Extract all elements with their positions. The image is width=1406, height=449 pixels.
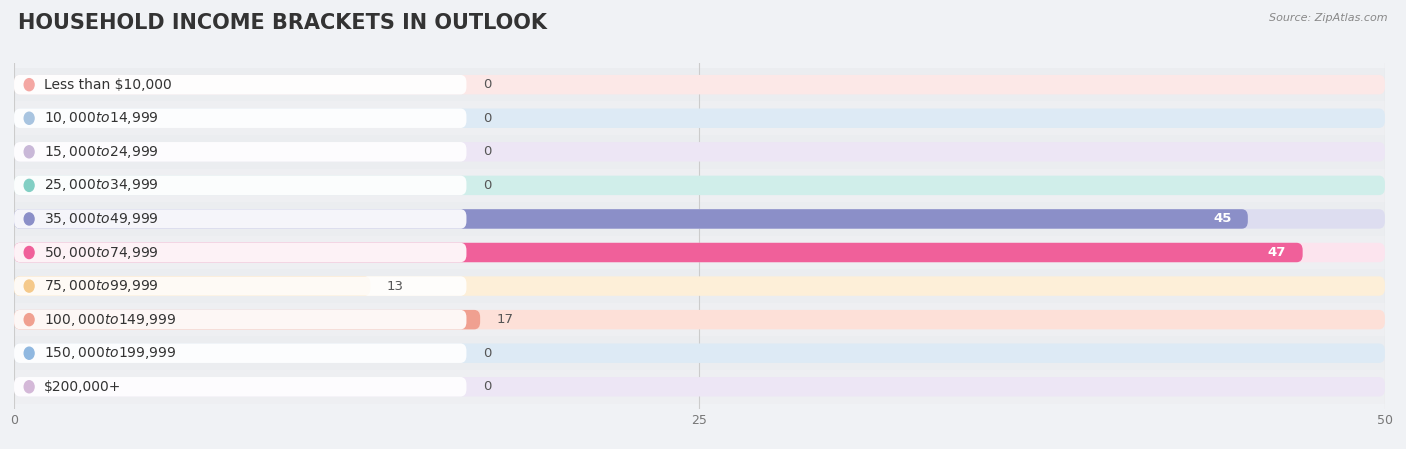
Text: 47: 47: [1268, 246, 1286, 259]
Circle shape: [24, 381, 34, 393]
Circle shape: [24, 280, 34, 292]
Circle shape: [24, 213, 34, 225]
Text: $200,000+: $200,000+: [44, 380, 121, 394]
FancyBboxPatch shape: [14, 310, 1385, 330]
Text: $150,000 to $199,999: $150,000 to $199,999: [44, 345, 177, 361]
FancyBboxPatch shape: [14, 377, 1385, 396]
Text: $35,000 to $49,999: $35,000 to $49,999: [44, 211, 159, 227]
Bar: [14, 370, 1385, 404]
FancyBboxPatch shape: [14, 243, 1303, 262]
Text: $10,000 to $14,999: $10,000 to $14,999: [44, 110, 159, 126]
FancyBboxPatch shape: [14, 209, 467, 229]
Bar: [14, 202, 1385, 236]
FancyBboxPatch shape: [14, 142, 467, 162]
Bar: [14, 336, 1385, 370]
Circle shape: [24, 313, 34, 326]
Bar: [14, 101, 1385, 135]
Circle shape: [24, 112, 34, 124]
Text: 0: 0: [482, 145, 491, 158]
Text: $50,000 to $74,999: $50,000 to $74,999: [44, 245, 159, 260]
Text: HOUSEHOLD INCOME BRACKETS IN OUTLOOK: HOUSEHOLD INCOME BRACKETS IN OUTLOOK: [18, 13, 547, 34]
FancyBboxPatch shape: [14, 109, 1385, 128]
Text: Source: ZipAtlas.com: Source: ZipAtlas.com: [1270, 13, 1388, 23]
Text: 13: 13: [387, 280, 404, 293]
Circle shape: [24, 79, 34, 91]
FancyBboxPatch shape: [14, 343, 1385, 363]
FancyBboxPatch shape: [14, 109, 467, 128]
Bar: [14, 269, 1385, 303]
FancyBboxPatch shape: [14, 276, 371, 296]
FancyBboxPatch shape: [14, 377, 467, 396]
Text: $100,000 to $149,999: $100,000 to $149,999: [44, 312, 177, 328]
Text: 0: 0: [482, 112, 491, 125]
FancyBboxPatch shape: [14, 176, 467, 195]
Circle shape: [24, 347, 34, 359]
FancyBboxPatch shape: [14, 209, 1385, 229]
Text: 0: 0: [482, 380, 491, 393]
Circle shape: [24, 247, 34, 259]
FancyBboxPatch shape: [14, 142, 1385, 162]
Bar: [14, 135, 1385, 168]
FancyBboxPatch shape: [14, 310, 481, 330]
Text: Less than $10,000: Less than $10,000: [44, 78, 172, 92]
Circle shape: [24, 146, 34, 158]
FancyBboxPatch shape: [14, 343, 467, 363]
Text: 45: 45: [1213, 212, 1232, 225]
FancyBboxPatch shape: [14, 75, 467, 94]
FancyBboxPatch shape: [14, 310, 467, 330]
Text: 0: 0: [482, 179, 491, 192]
FancyBboxPatch shape: [14, 276, 1385, 296]
Bar: [14, 303, 1385, 336]
Text: 0: 0: [482, 347, 491, 360]
Text: $25,000 to $34,999: $25,000 to $34,999: [44, 177, 159, 194]
Text: 0: 0: [482, 78, 491, 91]
FancyBboxPatch shape: [14, 176, 1385, 195]
Text: 17: 17: [496, 313, 513, 326]
FancyBboxPatch shape: [14, 209, 1249, 229]
Bar: [14, 168, 1385, 202]
Text: $75,000 to $99,999: $75,000 to $99,999: [44, 278, 159, 294]
Text: $15,000 to $24,999: $15,000 to $24,999: [44, 144, 159, 160]
FancyBboxPatch shape: [14, 243, 467, 262]
Bar: [14, 236, 1385, 269]
Bar: [14, 68, 1385, 101]
FancyBboxPatch shape: [14, 276, 467, 296]
Circle shape: [24, 179, 34, 191]
FancyBboxPatch shape: [14, 75, 1385, 94]
FancyBboxPatch shape: [14, 243, 1385, 262]
